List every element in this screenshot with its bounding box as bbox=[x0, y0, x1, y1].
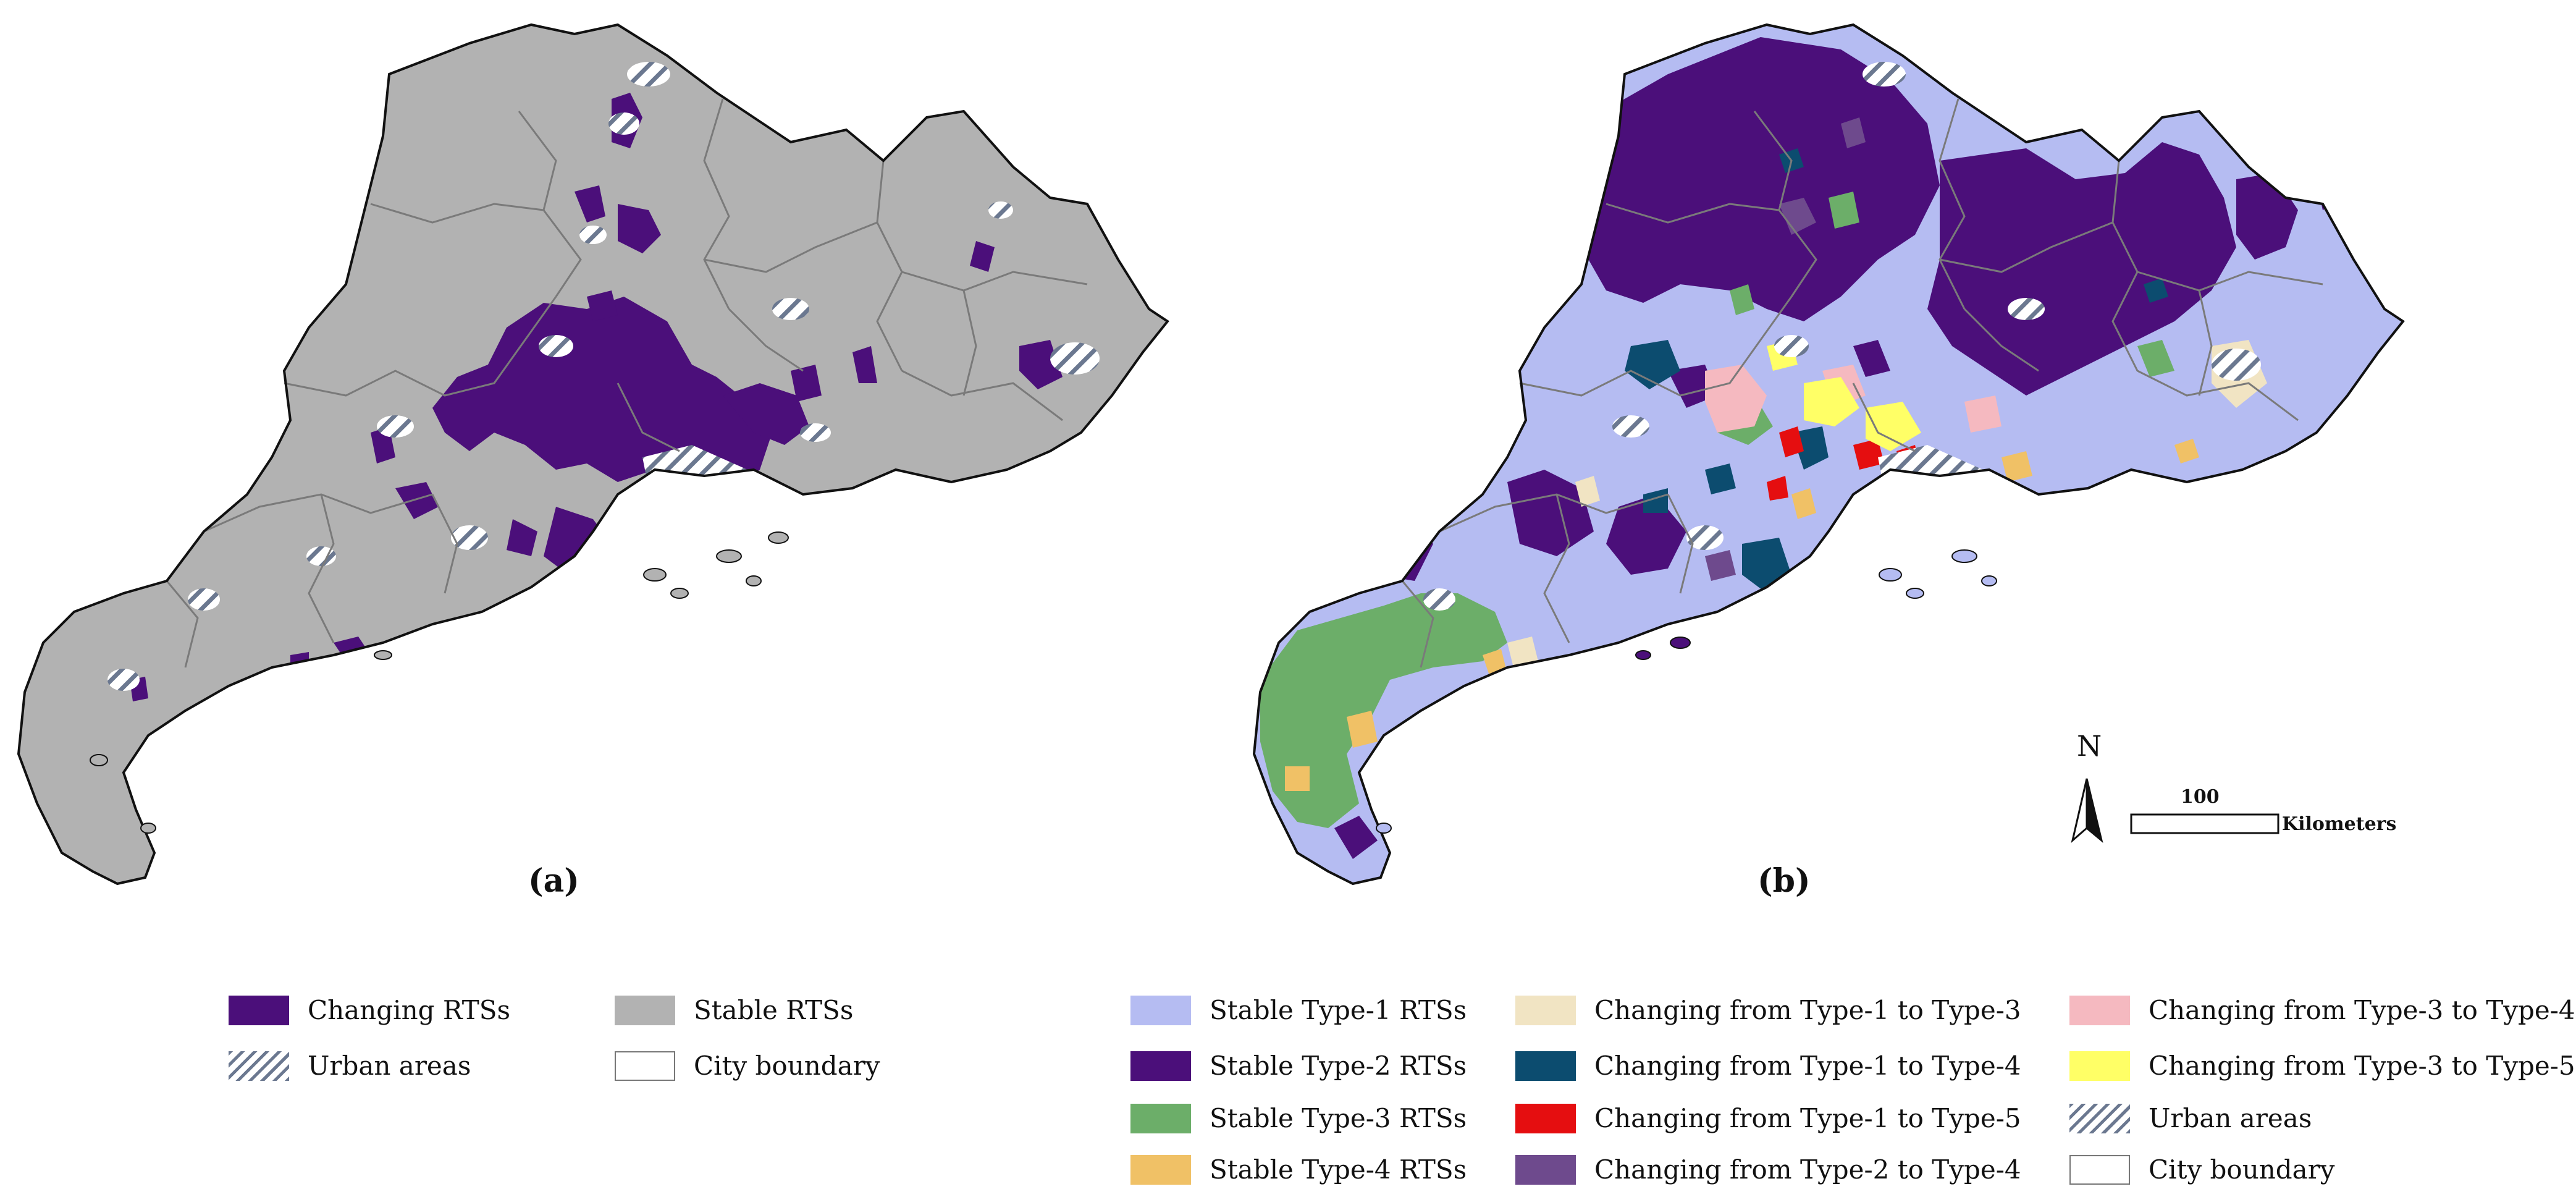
swatch-ch-1-3 bbox=[1515, 995, 1576, 1025]
legend-label: Stable RTSs bbox=[694, 995, 854, 1025]
coastal-islands-a bbox=[90, 531, 789, 834]
stable-type4-regions bbox=[1285, 439, 2199, 791]
legend-label: Changing RTSs bbox=[308, 995, 511, 1025]
city-boundaries bbox=[166, 98, 1088, 668]
legend-label: Urban areas bbox=[308, 1051, 471, 1081]
map-panel-b bbox=[1253, 23, 2404, 885]
legend-item-change-3-to-4: Changing from Type-3 to Type-4 bbox=[2069, 995, 2575, 1025]
swatch-type1 bbox=[1130, 995, 1191, 1025]
swatch-urban-hatch bbox=[229, 1051, 289, 1081]
legend-label: Stable Type-2 RTSs bbox=[1210, 1051, 1467, 1081]
legend-label: City boundary bbox=[2149, 1154, 2335, 1185]
change-2-to-4-regions bbox=[1705, 117, 1866, 581]
legend-label: Changing from Type-1 to Type-3 bbox=[1594, 995, 2021, 1025]
legend-item-stable-type3: Stable Type-3 RTSs bbox=[1130, 1103, 1467, 1133]
legend-item-stable-rts: Stable RTSs bbox=[615, 995, 853, 1025]
swatch-ch-3-5 bbox=[2069, 1051, 2130, 1081]
legend-item-change-1-to-4: Changing from Type-1 to Type-4 bbox=[1515, 1051, 2021, 1081]
panel-label-a: (a) bbox=[528, 862, 579, 900]
scale-bar-value: 100 bbox=[2181, 786, 2220, 808]
stable-type2-regions bbox=[1334, 37, 2347, 859]
swatch-ch-1-4 bbox=[1515, 1051, 1576, 1081]
map-panel-a bbox=[17, 23, 1169, 885]
scale-bar bbox=[2130, 813, 2279, 834]
legend-label: Stable Type-4 RTSs bbox=[1210, 1154, 1467, 1185]
scale-bar-unit: Kilometers bbox=[2282, 813, 2397, 835]
legend-label: Changing from Type-3 to Type-4 bbox=[2149, 995, 2575, 1025]
legend-label: Changing from Type-3 to Type-5 bbox=[2149, 1051, 2575, 1081]
swatch-ch-1-5 bbox=[1515, 1103, 1576, 1133]
north-arrow-icon bbox=[2071, 778, 2103, 844]
coastal-islands-b bbox=[1376, 549, 1997, 834]
legend-item-urban-areas-b: Urban areas bbox=[2069, 1103, 2312, 1133]
swatch-stable bbox=[615, 995, 675, 1025]
legend-item-change-1-to-5: Changing from Type-1 to Type-5 bbox=[1515, 1103, 2021, 1133]
swatch-type4 bbox=[1130, 1154, 1191, 1185]
change-1-to-4-regions bbox=[1625, 148, 2168, 593]
swatch-ch-3-4 bbox=[2069, 995, 2130, 1025]
swatch-boundary bbox=[2069, 1154, 2130, 1185]
legend-item-changing-rts: Changing RTSs bbox=[229, 995, 510, 1025]
legend-item-change-2-to-4: Changing from Type-2 to Type-4 bbox=[1515, 1154, 2021, 1185]
legend-item-change-3-to-5: Changing from Type-3 to Type-5 bbox=[2069, 1051, 2575, 1081]
swatch-type2 bbox=[1130, 1051, 1191, 1081]
legend-item-stable-type1: Stable Type-1 RTSs bbox=[1130, 995, 1467, 1025]
legend-item-city-boundary: City boundary bbox=[615, 1051, 880, 1081]
legend-label: Changing from Type-1 to Type-4 bbox=[1594, 1051, 2021, 1081]
legend-label: Stable Type-3 RTSs bbox=[1210, 1103, 1467, 1133]
north-arrow-label: N bbox=[2077, 729, 2102, 763]
legend-label: Changing from Type-1 to Type-5 bbox=[1594, 1103, 2021, 1133]
legend-label: Changing from Type-2 to Type-4 bbox=[1594, 1154, 2021, 1185]
legend-label: Urban areas bbox=[2149, 1103, 2312, 1133]
swatch-boundary bbox=[615, 1051, 675, 1081]
swatch-urban-hatch bbox=[2069, 1103, 2130, 1133]
swatch-changing bbox=[229, 995, 289, 1025]
panel-label-b: (b) bbox=[1757, 862, 1811, 900]
legend-label: City boundary bbox=[694, 1051, 880, 1081]
legend-item-stable-type2: Stable Type-2 RTSs bbox=[1130, 1051, 1467, 1081]
legend-item-stable-type4: Stable Type-4 RTSs bbox=[1130, 1154, 1467, 1185]
swatch-type3 bbox=[1130, 1103, 1191, 1133]
legend-item-city-boundary-b: City boundary bbox=[2069, 1154, 2335, 1185]
legend-label: Stable Type-1 RTSs bbox=[1210, 995, 1467, 1025]
legend-item-change-1-to-3: Changing from Type-1 to Type-3 bbox=[1515, 995, 2021, 1025]
swatch-ch-2-4 bbox=[1515, 1154, 1576, 1185]
city-boundaries-b bbox=[1401, 98, 2323, 668]
legend-item-urban-areas: Urban areas bbox=[229, 1051, 471, 1081]
